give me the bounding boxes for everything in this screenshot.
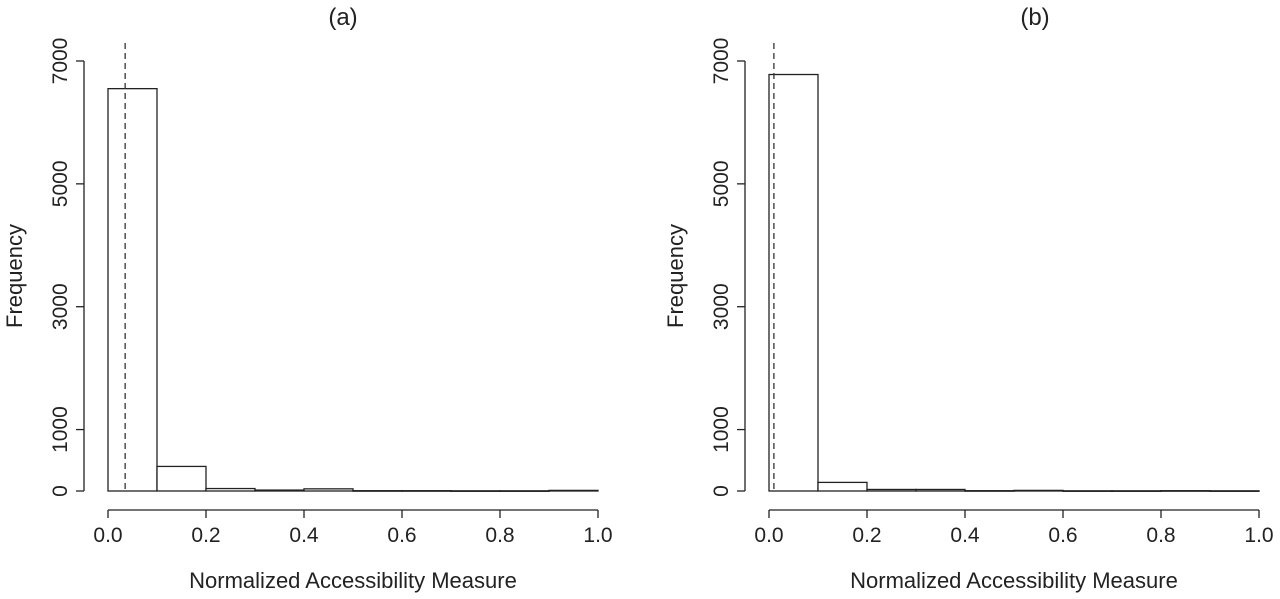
panel-b-bar [768,73,819,492]
panel-b-x-tick-label: 0.2 [852,524,881,547]
panel-a-y-tick-label: 5000 [49,160,72,207]
panel-b-bar [817,481,868,492]
panel-a-x-tick-label: 0.6 [387,524,416,547]
panel-a-y-tick-label: 7000 [49,38,72,85]
panel-a-x-tick-label: 1.0 [583,524,612,547]
panel-a-bar [352,490,403,492]
panel-a-bar [450,490,501,492]
panel-a-title: (a) [328,4,357,31]
panel-b-x-tick-label: 0.0 [754,524,783,547]
panel-a-bar [499,490,550,492]
panel-b-y-tick-label: 0 [710,485,733,497]
panel-b-y-tick-label: 3000 [710,283,733,330]
panel-a-bar [303,488,354,492]
panel-a-x-axis-label: Normalized Accessibility Measure [189,568,517,593]
panel-b-x-tick-label: 1.0 [1244,524,1273,547]
panel-b-y-tick-label: 7000 [710,38,733,85]
panel-b-x-axis-label: Normalized Accessibility Measure [850,568,1178,593]
panel-a-x-tick-label: 0.4 [289,524,319,547]
panel-b-bar [1209,490,1260,492]
panel-b-y-tick-label: 5000 [710,160,733,207]
panel-a-y-tick-label: 0 [49,485,72,497]
panel-a-bar [401,490,452,492]
panel-a-x-tick-label: 0.0 [93,524,122,547]
panel-b-bar [1160,490,1211,492]
panel-b-bar [866,488,917,492]
panel-b-y-axis-label: Frequency [663,224,688,328]
panel-b-bar [1062,490,1113,492]
panel-b-x-tick-label: 0.8 [1146,524,1175,547]
panel-a-y-tick-label: 3000 [49,283,72,330]
panel-b-x-tick-label: 0.6 [1048,524,1077,547]
panel-a-bar [548,489,599,492]
panel-b-y-tick-label: 1000 [710,406,733,453]
panel-a-bar [205,487,256,492]
panel-b-bar [915,488,966,492]
panel-b-bar [964,490,1015,492]
panel-a-y-tick-label: 1000 [49,406,72,453]
panel-a-bar [156,465,207,492]
panel-b-x-tick-label: 0.4 [950,524,980,547]
panel-b-bar [1013,489,1064,492]
panel-b-title: (b) [1020,4,1049,31]
panel-a-x-tick-label: 0.8 [485,524,514,547]
panel-a-y-axis-label: Frequency [2,224,27,328]
panel-a-bar [107,87,158,492]
panel-a-bar [254,489,305,492]
panel-b-bar [1111,490,1162,492]
panel-a-x-tick-label: 0.2 [191,524,220,547]
